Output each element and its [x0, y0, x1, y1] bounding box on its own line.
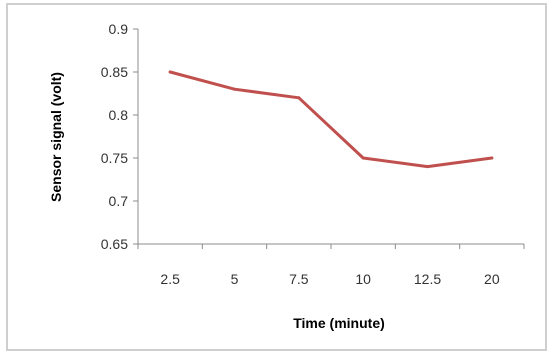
data-point [426, 165, 429, 169]
x-tick-label: 12.5 [414, 271, 441, 287]
x-tick-label: 2.5 [160, 271, 180, 287]
y-tick-label: 0.7 [109, 193, 129, 209]
data-point [361, 156, 365, 160]
data-point [297, 96, 301, 100]
x-tick-label: 10 [355, 271, 371, 287]
y-axis-label: Sensor signal (volt) [48, 72, 64, 202]
chart-axes [133, 28, 525, 249]
x-tick-labels: 2.5 5 7.5 10 12.5 20 [160, 271, 499, 287]
y-tick-label: 0.75 [101, 150, 128, 166]
y-tick-label: 0.85 [101, 64, 128, 80]
data-point [233, 87, 236, 91]
y-tick-label: 0.9 [109, 21, 129, 37]
series-group [168, 70, 494, 169]
x-tick-label: 5 [231, 271, 239, 287]
y-tick-label: 0.65 [101, 236, 128, 252]
x-axis-label: Time (minute) [293, 315, 385, 331]
data-point [490, 156, 494, 160]
x-tick-label: 7.5 [289, 271, 309, 287]
y-tick-label: 0.8 [109, 107, 129, 123]
chart-frame [6, 3, 547, 351]
y-tick-labels: 0.65 0.7 0.75 0.8 0.85 0.9 [101, 21, 128, 252]
series-line [168, 70, 494, 169]
x-tick-label: 20 [484, 271, 500, 287]
data-point [168, 70, 172, 74]
